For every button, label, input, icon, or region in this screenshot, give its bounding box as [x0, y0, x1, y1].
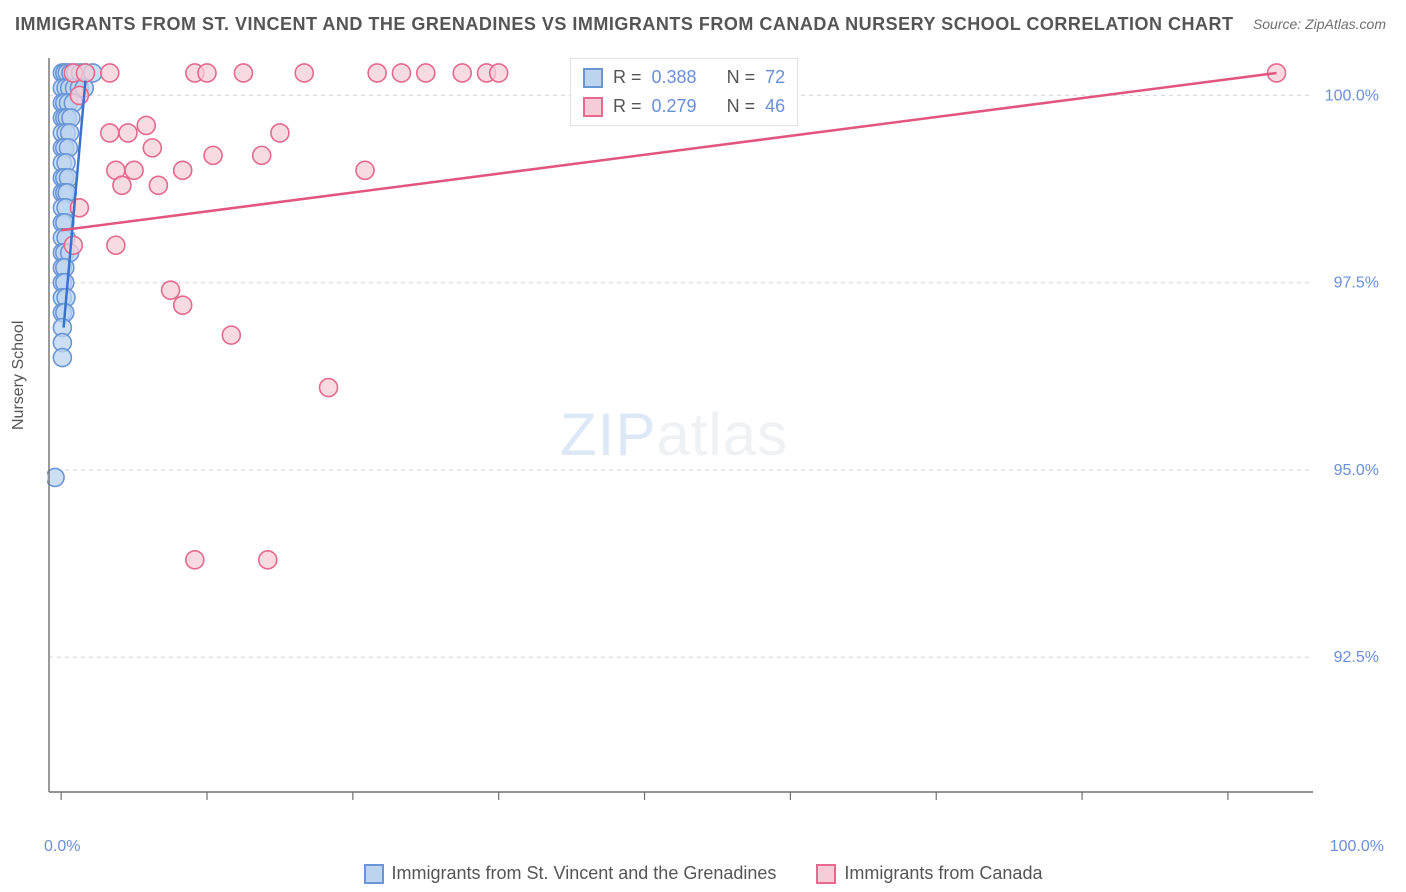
legend-label-1: Immigrants from Canada — [844, 863, 1042, 884]
chart-source: Source: ZipAtlas.com — [1253, 16, 1386, 32]
x-left-label: 0.0% — [44, 838, 80, 856]
legend-swatch-1 — [816, 864, 836, 884]
legend-label-0: Immigrants from St. Vincent and the Gren… — [392, 863, 777, 884]
corr-swatch-1 — [583, 97, 603, 117]
y-axis-label: Nursery School — [10, 321, 28, 430]
corr-row-1: R = 0.279 N = 46 — [571, 92, 797, 121]
svg-text:100.0%: 100.0% — [1325, 87, 1379, 104]
correlation-box: R = 0.388 N = 72 R = 0.279 N = 46 — [570, 58, 798, 126]
chart-svg: 100.0% 97.5% 95.0% 92.5% — [47, 52, 1383, 812]
corr-r-val-1: 0.279 — [652, 96, 697, 117]
corr-n-val-1: 46 — [765, 96, 785, 117]
corr-n-label-1: N = — [727, 96, 756, 117]
corr-r-label-1: R = — [613, 96, 642, 117]
corr-r-val-0: 0.388 — [652, 67, 697, 88]
corr-swatch-0 — [583, 68, 603, 88]
corr-row-0: R = 0.388 N = 72 — [571, 63, 797, 92]
corr-n-val-0: 72 — [765, 67, 785, 88]
legend-bottom: Immigrants from St. Vincent and the Gren… — [0, 863, 1406, 884]
legend-item-1: Immigrants from Canada — [816, 863, 1042, 884]
scatter-chart: 100.0% 97.5% 95.0% 92.5% — [47, 52, 1383, 812]
svg-text:97.5%: 97.5% — [1334, 275, 1379, 292]
svg-text:92.5%: 92.5% — [1334, 649, 1379, 666]
corr-r-label-0: R = — [613, 67, 642, 88]
x-right-label: 100.0% — [1330, 838, 1384, 856]
legend-item-0: Immigrants from St. Vincent and the Gren… — [364, 863, 777, 884]
corr-n-label-0: N = — [727, 67, 756, 88]
svg-text:95.0%: 95.0% — [1334, 462, 1379, 479]
legend-swatch-0 — [364, 864, 384, 884]
chart-title: IMMIGRANTS FROM ST. VINCENT AND THE GREN… — [15, 14, 1234, 35]
